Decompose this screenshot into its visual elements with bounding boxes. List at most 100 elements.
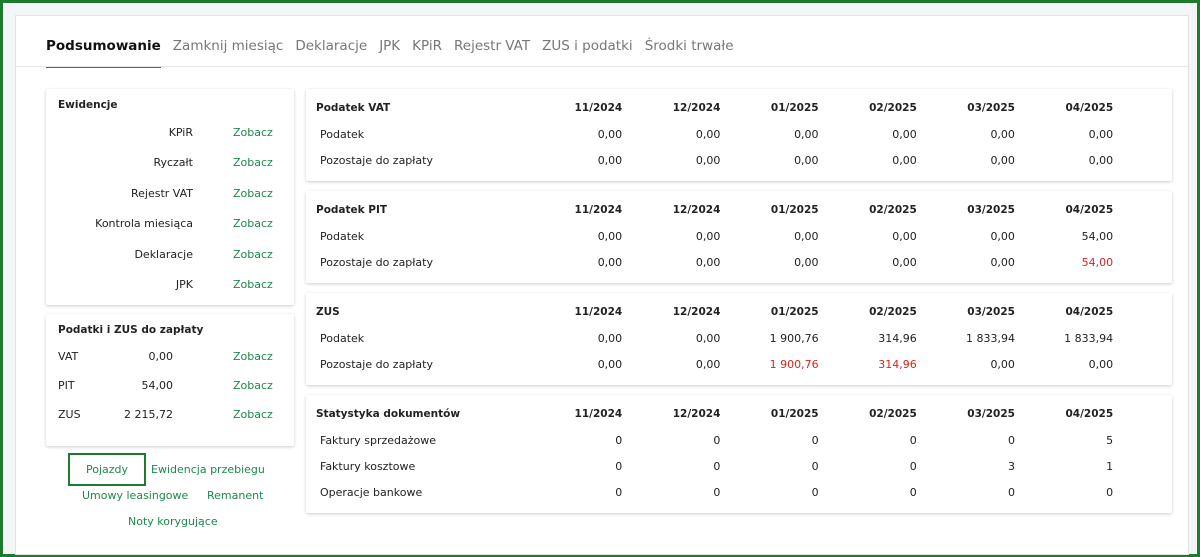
row: Pozostaje do zapłaty 0,00 0,00 1 900,76 314,…	[306, 351, 1172, 377]
column-header: 04/2025	[1065, 102, 1114, 114]
summary-table: Podatek VAT 11/2024 12/2024 01/2025 02/2025 0…	[306, 89, 1172, 181]
cell: 0,00	[892, 127, 917, 141]
cell: 314,96	[878, 331, 917, 345]
link[interactable]: Noty korygujące	[128, 515, 218, 528]
column-header: 02/2025	[869, 306, 917, 318]
label: JPK	[175, 278, 193, 292]
row: Pozostaje do zapłaty 0,00 0,00 0,00 0,00 0,00…	[306, 249, 1172, 275]
column-header: 02/2025	[869, 408, 917, 420]
link[interactable]: Zobacz	[233, 350, 273, 363]
tab[interactable]: KPiR	[412, 38, 442, 54]
link[interactable]: Zobacz	[233, 186, 273, 200]
cell: 0,00	[794, 153, 819, 167]
row: Pozostaje do zapłaty 0,00 0,00 0,00 0,00 0,00…	[306, 147, 1172, 173]
link[interactable]: Zobacz	[233, 247, 273, 261]
cell: 1 900,76	[769, 331, 819, 345]
column-header: 03/2025	[967, 204, 1015, 216]
cell: 0	[909, 485, 917, 499]
cell: 0,00	[695, 357, 721, 371]
cell: 0,00	[990, 229, 1015, 243]
label: Kontrola miesiąca	[95, 217, 193, 231]
column-header: 12/2024	[672, 102, 721, 114]
cell: 0	[713, 485, 721, 499]
column-header: 12/2024	[672, 306, 721, 318]
row: Podatek 0,00 0,00 0,00 0,00 0,00 54,00	[306, 223, 1172, 249]
cell: 0,00	[794, 255, 819, 269]
cell: 0,00	[695, 229, 721, 243]
tab[interactable]: ZUS i podatki	[542, 38, 633, 54]
cell: 0,00	[990, 255, 1015, 269]
row-label: Pozostaje do zapłaty	[320, 357, 433, 371]
row: Kontrola miesiąca Zobacz	[58, 209, 282, 240]
row-label: Podatek	[320, 331, 365, 345]
tab[interactable]: Środki trwałe	[644, 38, 734, 54]
podatki-box: Podatki i ZUS do zapłaty VAT 0,00 Zobacz PI…	[46, 314, 294, 446]
column-header: 01/2025	[770, 306, 819, 318]
cell: 0,00	[695, 255, 721, 269]
link[interactable]: Zobacz	[233, 217, 273, 231]
cell: 0,00	[695, 153, 721, 167]
tab[interactable]: JPK	[379, 38, 401, 54]
cell: 0,00	[794, 127, 819, 141]
link[interactable]: Ewidencja przebiegu	[151, 463, 265, 476]
column-header: 03/2025	[967, 102, 1015, 114]
link[interactable]: Pojazdy	[68, 453, 147, 486]
column-header: 04/2025	[1065, 204, 1114, 216]
link[interactable]: Zobacz	[233, 408, 273, 421]
tab[interactable]: Rejestr VAT	[454, 38, 531, 54]
summary-table: Statystyka dokumentów 11/2024 12/2024 01/20…	[306, 395, 1172, 513]
cell: 1	[1106, 459, 1114, 473]
cell: 0	[909, 459, 917, 473]
link[interactable]: Zobacz	[233, 278, 273, 292]
column-header: 11/2024	[574, 204, 623, 216]
column-header: 03/2025	[967, 408, 1015, 420]
row-label: Pozostaje do zapłaty	[320, 255, 433, 269]
row: Podatek 0,00 0,00 0,00 0,00 0,00 0,00	[306, 121, 1172, 147]
row: Podatek 0,00 0,00 1 900,76 314,96 1 833,94 1 8…	[306, 325, 1172, 351]
table-title: Statystyka dokumentów	[316, 408, 461, 420]
cell: 0,00	[695, 331, 721, 345]
table-title: Podatek PIT	[316, 204, 388, 216]
cell: 0,00	[695, 127, 721, 141]
tab[interactable]: Deklaracje	[295, 38, 368, 54]
header-row: ZUS 11/2024 12/2024 01/2025 02/2025 03/2025 04…	[306, 299, 1172, 325]
row-label: Operacje bankowe	[320, 485, 423, 499]
cell: 0,00	[990, 357, 1015, 371]
column-header: 11/2024	[574, 102, 623, 114]
cell: 0	[615, 433, 623, 447]
box-title: Podatki i ZUS do zapłaty	[58, 324, 204, 336]
row: Faktury kosztowe 0 0 0 0 3 1	[306, 453, 1172, 479]
cell: 0,00	[892, 153, 917, 167]
cell: 0,00	[1088, 357, 1114, 371]
cell: 0	[811, 485, 819, 499]
link[interactable]: Zobacz	[233, 156, 273, 170]
row: Ryczałt Zobacz	[58, 148, 282, 179]
cell: 0	[713, 459, 721, 473]
link[interactable]: Zobacz	[233, 125, 273, 139]
cell: 314,96	[878, 357, 917, 371]
row: PIT 54,00 Zobacz	[58, 371, 282, 400]
list: VAT 0,00 Zobacz PIT 54,00 Zobacz ZUS 2 215,72 Zo…	[58, 342, 282, 429]
label: Rejestr VAT	[130, 186, 193, 200]
box-title: Ewidencje	[58, 99, 118, 111]
tab[interactable]: Podsumowanie	[46, 38, 161, 68]
cell: 3	[1007, 459, 1015, 473]
cell: 0,00	[597, 255, 623, 269]
link[interactable]: Umowy leasingowe	[82, 489, 189, 502]
cell: 0,00	[597, 331, 623, 345]
cell: 0,00	[990, 127, 1015, 141]
link[interactable]: Remanent	[207, 489, 264, 502]
cell: 0	[1007, 485, 1015, 499]
link[interactable]: Zobacz	[233, 379, 273, 392]
row-label: Faktury kosztowe	[320, 459, 416, 473]
column-header: 11/2024	[574, 306, 623, 318]
column-header: 02/2025	[869, 204, 917, 216]
table-title: Podatek VAT	[316, 102, 391, 114]
tab[interactable]: Zamknij miesiąc	[172, 38, 284, 54]
cell: 0,00	[597, 127, 623, 141]
column-header: 03/2025	[967, 306, 1015, 318]
summary-table: ZUS 11/2024 12/2024 01/2025 02/2025 03/2025 04…	[306, 293, 1172, 385]
cell: 0	[615, 485, 623, 499]
header-row: Podatek PIT 11/2024 12/2024 01/2025 02/2025 0…	[306, 197, 1172, 223]
row: Deklaracje Zobacz	[58, 239, 282, 270]
